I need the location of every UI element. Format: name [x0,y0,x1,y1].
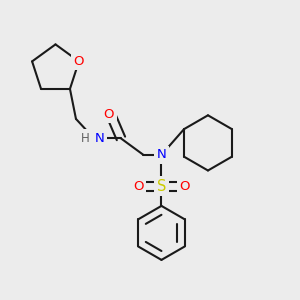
Text: O: O [133,180,143,193]
Text: O: O [104,108,114,121]
Text: N: N [94,132,104,145]
Text: H: H [81,132,90,145]
Text: O: O [180,180,190,193]
Text: S: S [157,179,166,194]
Text: N: N [157,148,166,161]
Text: O: O [74,55,84,68]
